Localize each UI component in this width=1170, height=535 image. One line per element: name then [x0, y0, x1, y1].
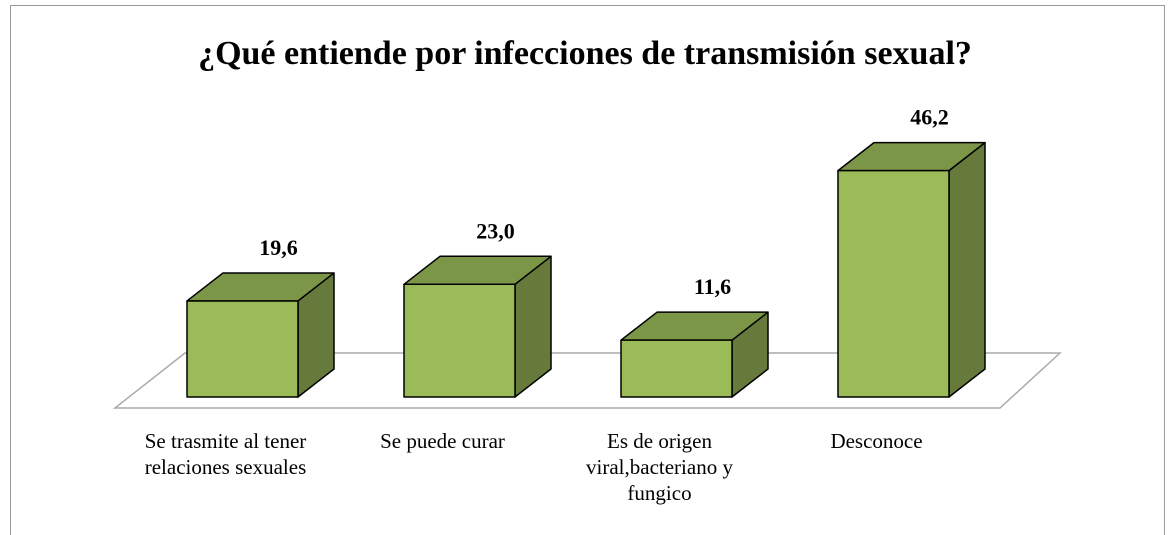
x-tick-label: Se trasmite al tener relaciones sexuales	[144, 429, 307, 479]
bar	[403, 283, 516, 398]
bar	[186, 300, 299, 398]
bar	[837, 169, 950, 398]
x-tick-label: Desconoce	[830, 429, 923, 453]
frame	[10, 5, 1165, 535]
x-tick-label: Se puede curar	[380, 429, 505, 453]
bar-side	[948, 141, 986, 398]
value-label: 19,6	[259, 235, 298, 260]
floor	[112, 352, 1062, 409]
value-label: 23,0	[476, 218, 515, 243]
bar	[620, 339, 733, 398]
value-label: 11,6	[694, 274, 731, 299]
chart-title: ¿Qué entiende por infecciones de transmi…	[198, 35, 972, 72]
x-tick-label: Es de origen viral,bacteriano y fungico	[586, 429, 733, 505]
value-label: 46,2	[910, 105, 949, 130]
